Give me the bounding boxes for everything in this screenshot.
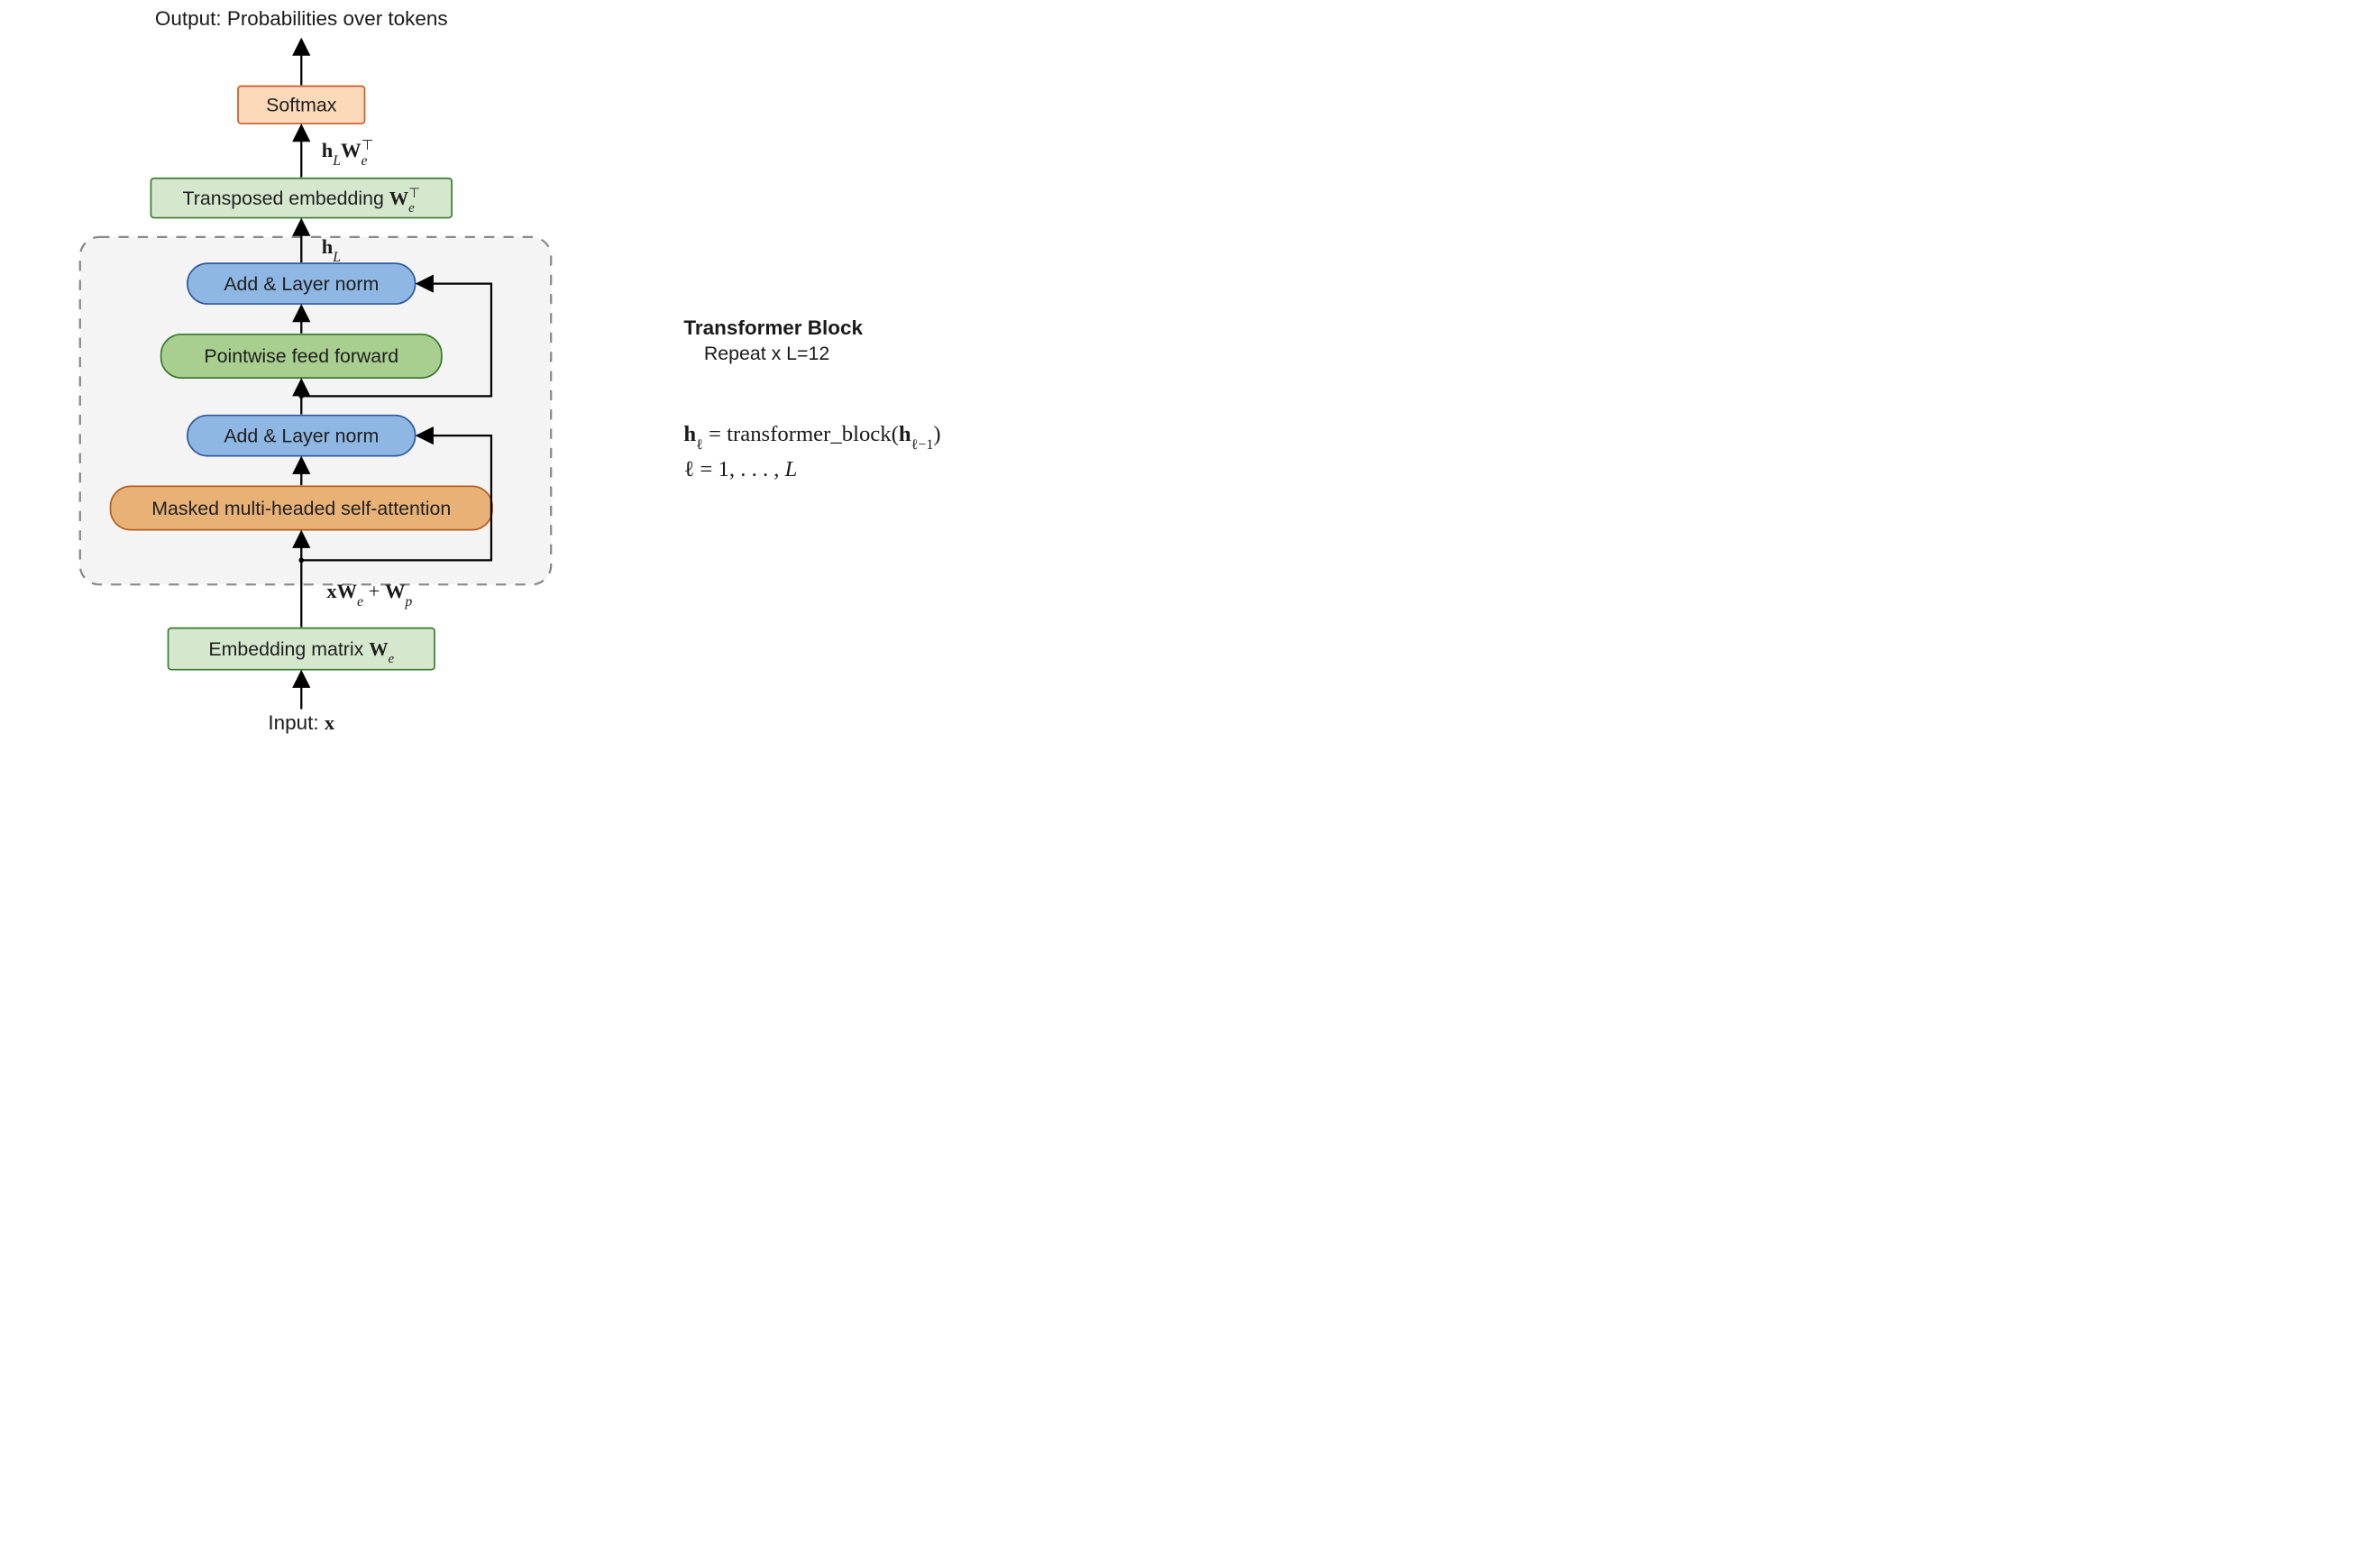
attention-label: Masked multi-headed self-attention <box>151 498 451 519</box>
ffn-label: Pointwise feed forward <box>204 345 398 367</box>
branch-dot-upper <box>298 394 304 399</box>
branch-dot-lower <box>298 558 304 564</box>
addnorm2-label: Add & Layer norm <box>224 273 379 295</box>
softmax-label: Softmax <box>266 95 337 116</box>
input-label: Input: x <box>268 711 334 734</box>
equation-2: ℓ = 1, . . . , L <box>683 457 797 481</box>
output-label: Output: Probabilities over tokens <box>155 7 448 30</box>
block-title: Transformer Block <box>683 316 863 339</box>
addnorm1-label: Add & Layer norm <box>224 425 379 446</box>
block-subtitle: Repeat x L=12 <box>704 343 829 364</box>
